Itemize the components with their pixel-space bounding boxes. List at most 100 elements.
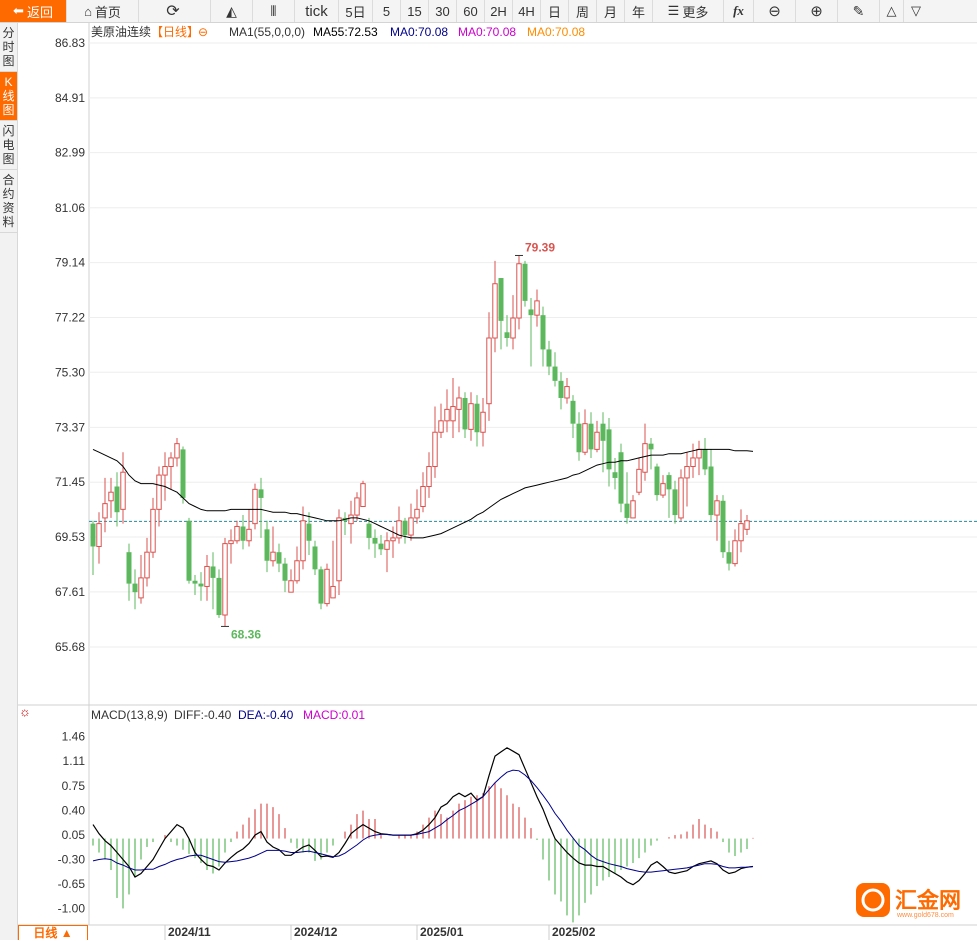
candle bbox=[492, 260, 498, 353]
refresh-button[interactable]: ⟳ bbox=[139, 0, 211, 22]
candle bbox=[696, 440, 702, 476]
zoom-in-button[interactable]: ⊕ bbox=[796, 0, 838, 22]
candle-body bbox=[678, 477, 684, 519]
high-price-label: 79.39 bbox=[525, 240, 555, 254]
sidebar-item-flash[interactable]: 闪电图 bbox=[0, 121, 17, 170]
candle bbox=[96, 512, 102, 564]
candle-body bbox=[594, 431, 600, 450]
period-60-button[interactable]: 60 bbox=[457, 0, 485, 22]
candle-body bbox=[588, 423, 594, 450]
candle bbox=[228, 529, 234, 564]
more-button[interactable]: ☰ 更多 bbox=[653, 0, 724, 22]
chart-type-button[interactable]: ◭ bbox=[211, 0, 253, 22]
zoom-in-icon: ⊕ bbox=[810, 3, 823, 20]
macd-tick-label: -0.30 bbox=[58, 853, 86, 867]
candle-body bbox=[540, 315, 546, 350]
candle bbox=[438, 403, 444, 438]
x-tick-label: 2025/01 bbox=[420, 925, 464, 939]
candle-body bbox=[558, 380, 564, 398]
legend-settings-icon[interactable]: ⊖ bbox=[198, 25, 208, 39]
candlestick-type-button[interactable]: ⫴ bbox=[253, 0, 295, 22]
period-week-button[interactable]: 周 bbox=[569, 0, 597, 22]
candle-body bbox=[732, 540, 738, 565]
formula-button[interactable]: fx bbox=[724, 0, 754, 22]
candle bbox=[234, 520, 240, 544]
period-30-button[interactable]: 30 bbox=[429, 0, 457, 22]
price-tick-label: 79.14 bbox=[55, 256, 85, 270]
price-tick-label: 71.45 bbox=[55, 475, 85, 489]
candle-body bbox=[132, 583, 138, 593]
toolbar: ⬅ 返回 ⌂ 首页 ⟳ ◭ ⫴ tick 5日 5 15 30 60 2H 4H 日… bbox=[0, 0, 977, 23]
legend-ma-b: MA0:70.08 bbox=[458, 25, 516, 39]
macd-tick-label: 0.05 bbox=[62, 828, 86, 842]
bottom-period-tab[interactable]: 日线 ▲ bbox=[18, 925, 88, 940]
collapse-down-button[interactable]: ▽ bbox=[904, 0, 928, 22]
sidebar-item-contract[interactable]: 合约资料 bbox=[0, 170, 17, 233]
sidebar-item-kline[interactable]: K线图 bbox=[0, 72, 17, 121]
candle-body bbox=[306, 523, 312, 541]
macd-tick-label: 1.46 bbox=[62, 730, 86, 744]
back-button[interactable]: ⬅ 返回 bbox=[0, 0, 67, 22]
candle bbox=[606, 417, 612, 487]
x-tick-label: 2024/11 bbox=[168, 925, 211, 939]
draw-button[interactable]: ✎ bbox=[838, 0, 880, 22]
candle bbox=[528, 298, 534, 367]
macd-histogram bbox=[92, 782, 754, 923]
price-tick-label: 75.30 bbox=[55, 365, 85, 379]
period-day-button[interactable]: 日 bbox=[541, 0, 569, 22]
candle-body bbox=[510, 317, 516, 339]
tick-button[interactable]: tick bbox=[295, 0, 339, 22]
candle-body bbox=[288, 580, 294, 593]
candle-body bbox=[90, 523, 96, 547]
candle-body bbox=[444, 408, 450, 422]
candle bbox=[648, 437, 654, 470]
watermark-url: www.gold678.com bbox=[896, 912, 954, 919]
period-4h-button[interactable]: 4H bbox=[513, 0, 541, 22]
zoom-out-button[interactable]: ⊖ bbox=[754, 0, 796, 22]
candle-body bbox=[108, 491, 114, 502]
candle-body bbox=[258, 489, 264, 498]
collapse-up-button[interactable]: △ bbox=[880, 0, 904, 22]
candle-body bbox=[474, 403, 480, 433]
candle bbox=[210, 552, 216, 610]
candle-body bbox=[702, 449, 708, 470]
candle bbox=[384, 532, 390, 573]
candle bbox=[246, 509, 252, 547]
5day-button[interactable]: 5日 bbox=[339, 0, 373, 22]
candle bbox=[636, 457, 642, 496]
candle bbox=[282, 557, 288, 593]
candle-body bbox=[126, 552, 132, 584]
period-month-button[interactable]: 月 bbox=[597, 0, 625, 22]
candle-body bbox=[294, 560, 300, 582]
candle-body bbox=[198, 583, 204, 587]
candle bbox=[168, 452, 174, 490]
legend-period[interactable]: 【日线】 bbox=[151, 25, 199, 39]
candle-body bbox=[192, 580, 198, 584]
candle bbox=[132, 569, 138, 610]
candle bbox=[306, 512, 312, 556]
price-tick-label: 69.53 bbox=[55, 530, 85, 544]
period-15-button[interactable]: 15 bbox=[401, 0, 429, 22]
price-tick-label: 73.37 bbox=[55, 420, 85, 434]
period-2h-button[interactable]: 2H bbox=[485, 0, 513, 22]
sidebar-item-timeshare[interactable]: 分时图 bbox=[0, 23, 17, 72]
candle-body bbox=[312, 546, 318, 570]
triangle-down-icon: ▽ bbox=[911, 3, 921, 18]
period-year-button[interactable]: 年 bbox=[625, 0, 653, 22]
candle-body bbox=[222, 543, 228, 616]
candle bbox=[252, 483, 258, 530]
candle-body bbox=[480, 411, 486, 433]
candle-body bbox=[210, 566, 216, 578]
pencil-icon: ✎ bbox=[852, 2, 865, 19]
home-button[interactable]: ⌂ 首页 bbox=[67, 0, 139, 22]
period-5-button[interactable]: 5 bbox=[373, 0, 401, 22]
candle bbox=[678, 469, 684, 521]
candle bbox=[540, 306, 546, 367]
candle bbox=[336, 509, 342, 596]
candle bbox=[618, 443, 624, 513]
candle bbox=[450, 377, 456, 438]
zoom-out-icon: ⊖ bbox=[768, 3, 781, 20]
candle-body bbox=[564, 386, 570, 399]
legend-ma-a: MA0:70.08 bbox=[390, 25, 448, 39]
macd-settings-icon[interactable]: ☼ bbox=[19, 704, 31, 719]
